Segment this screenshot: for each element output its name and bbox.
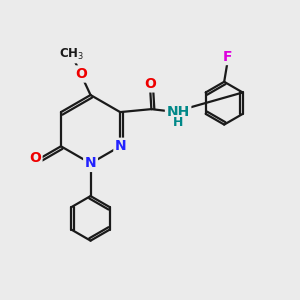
Text: H: H bbox=[173, 116, 183, 129]
Text: CH$_3$: CH$_3$ bbox=[59, 47, 84, 62]
Text: methoxy: methoxy bbox=[72, 53, 78, 55]
Text: O: O bbox=[144, 77, 156, 91]
Text: N: N bbox=[115, 139, 127, 153]
Text: methoxy: methoxy bbox=[70, 51, 76, 52]
Text: O: O bbox=[75, 67, 87, 81]
Text: O: O bbox=[29, 151, 41, 165]
Text: NH: NH bbox=[167, 105, 190, 119]
Text: N: N bbox=[85, 156, 96, 170]
Text: F: F bbox=[222, 50, 232, 64]
